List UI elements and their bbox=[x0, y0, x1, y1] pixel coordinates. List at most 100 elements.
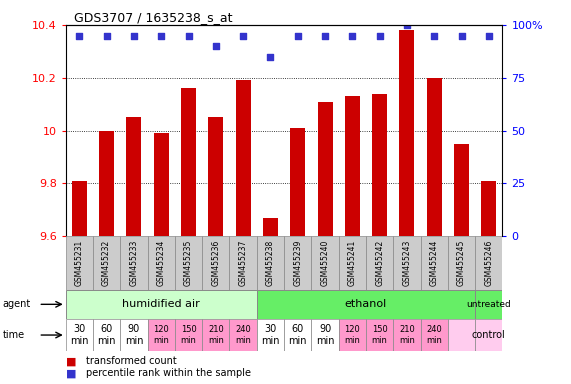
Text: GDS3707 / 1635238_s_at: GDS3707 / 1635238_s_at bbox=[74, 11, 233, 24]
Text: GSM455242: GSM455242 bbox=[375, 240, 384, 286]
Text: 30
min: 30 min bbox=[261, 324, 280, 346]
Point bbox=[293, 33, 302, 39]
Bar bbox=[120, 236, 147, 290]
Bar bbox=[181, 88, 196, 236]
Text: ethanol: ethanol bbox=[345, 299, 387, 310]
Point bbox=[156, 33, 166, 39]
Bar bbox=[175, 236, 202, 290]
Point bbox=[348, 33, 357, 39]
Bar bbox=[230, 236, 257, 290]
Point bbox=[457, 33, 466, 39]
Bar bbox=[257, 236, 284, 290]
Bar bbox=[93, 236, 120, 290]
Text: GSM455232: GSM455232 bbox=[102, 240, 111, 286]
Point bbox=[102, 33, 111, 39]
Point bbox=[184, 33, 193, 39]
Text: GSM455241: GSM455241 bbox=[348, 240, 357, 286]
Text: GSM455231: GSM455231 bbox=[75, 240, 84, 286]
Bar bbox=[311, 319, 339, 351]
Text: 210
min: 210 min bbox=[208, 325, 224, 345]
Text: untreated: untreated bbox=[467, 300, 511, 309]
Text: 30
min: 30 min bbox=[70, 324, 89, 346]
Bar bbox=[339, 236, 366, 290]
Bar bbox=[230, 319, 257, 351]
Bar bbox=[421, 319, 448, 351]
Text: 90
min: 90 min bbox=[124, 324, 143, 346]
Bar bbox=[93, 319, 120, 351]
Bar bbox=[66, 236, 93, 290]
Text: GSM455244: GSM455244 bbox=[430, 240, 439, 286]
Bar bbox=[448, 319, 475, 351]
Text: percentile rank within the sample: percentile rank within the sample bbox=[86, 368, 251, 379]
Text: GSM455240: GSM455240 bbox=[320, 240, 329, 286]
Bar bbox=[202, 319, 230, 351]
Bar bbox=[208, 118, 223, 236]
Bar bbox=[475, 290, 502, 319]
Bar bbox=[317, 101, 332, 236]
Bar bbox=[427, 78, 442, 236]
Text: 60
min: 60 min bbox=[288, 324, 307, 346]
Text: 210
min: 210 min bbox=[399, 325, 415, 345]
Text: GSM455235: GSM455235 bbox=[184, 240, 193, 286]
Bar bbox=[366, 236, 393, 290]
Bar bbox=[147, 236, 175, 290]
Bar bbox=[120, 319, 147, 351]
Bar bbox=[475, 319, 502, 351]
Text: 90
min: 90 min bbox=[316, 324, 334, 346]
Text: GSM455238: GSM455238 bbox=[266, 240, 275, 286]
Text: ■: ■ bbox=[66, 356, 76, 366]
Bar bbox=[236, 80, 251, 236]
Text: transformed count: transformed count bbox=[86, 356, 176, 366]
Bar bbox=[421, 236, 448, 290]
Text: control: control bbox=[472, 330, 506, 340]
Bar bbox=[257, 319, 284, 351]
Text: GSM455246: GSM455246 bbox=[484, 240, 493, 286]
Bar bbox=[284, 236, 311, 290]
Bar bbox=[257, 290, 475, 319]
Text: GSM455245: GSM455245 bbox=[457, 240, 466, 286]
Bar bbox=[311, 236, 339, 290]
Bar bbox=[202, 236, 230, 290]
Bar bbox=[481, 181, 496, 236]
Text: 150
min: 150 min bbox=[180, 325, 196, 345]
Text: 240
min: 240 min bbox=[235, 325, 251, 345]
Text: agent: agent bbox=[3, 299, 31, 310]
Point bbox=[211, 43, 220, 49]
Bar bbox=[454, 144, 469, 236]
Text: 240
min: 240 min bbox=[427, 325, 442, 345]
Text: 60
min: 60 min bbox=[98, 324, 116, 346]
Text: GSM455239: GSM455239 bbox=[293, 240, 302, 286]
Bar bbox=[448, 236, 475, 290]
Bar bbox=[66, 290, 257, 319]
Point bbox=[375, 33, 384, 39]
Text: GSM455233: GSM455233 bbox=[130, 240, 138, 286]
Bar bbox=[345, 96, 360, 236]
Text: GSM455234: GSM455234 bbox=[156, 240, 166, 286]
Point bbox=[239, 33, 248, 39]
Point bbox=[75, 33, 84, 39]
Text: GSM455243: GSM455243 bbox=[403, 240, 412, 286]
Bar bbox=[290, 128, 305, 236]
Bar bbox=[66, 319, 93, 351]
Bar bbox=[263, 218, 278, 236]
Bar bbox=[99, 131, 114, 236]
Text: GSM455237: GSM455237 bbox=[239, 240, 248, 286]
Text: 150
min: 150 min bbox=[372, 325, 388, 345]
Bar bbox=[284, 319, 311, 351]
Bar bbox=[400, 30, 415, 236]
Bar bbox=[372, 94, 387, 236]
Bar bbox=[147, 319, 175, 351]
Bar bbox=[154, 133, 168, 236]
Bar bbox=[126, 118, 142, 236]
Bar bbox=[475, 236, 502, 290]
Text: 120
min: 120 min bbox=[153, 325, 169, 345]
Point bbox=[320, 33, 329, 39]
Point bbox=[403, 22, 412, 28]
Bar bbox=[175, 319, 202, 351]
Bar bbox=[393, 236, 421, 290]
Text: 120
min: 120 min bbox=[344, 325, 360, 345]
Bar bbox=[366, 319, 393, 351]
Point bbox=[429, 33, 439, 39]
Text: GSM455236: GSM455236 bbox=[211, 240, 220, 286]
Bar bbox=[339, 319, 366, 351]
